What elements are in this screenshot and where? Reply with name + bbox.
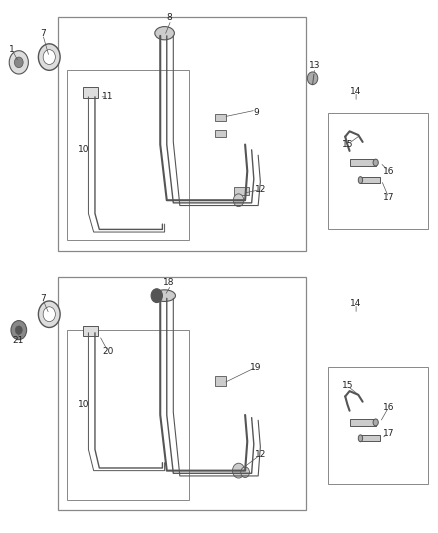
Text: 12: 12 xyxy=(254,185,266,194)
Bar xyxy=(58,17,306,251)
Bar xyxy=(67,330,188,500)
Circle shape xyxy=(241,467,250,478)
Text: 19: 19 xyxy=(250,363,262,372)
Circle shape xyxy=(14,57,23,68)
Bar xyxy=(360,177,380,183)
Circle shape xyxy=(43,307,55,321)
Bar xyxy=(58,277,306,511)
Circle shape xyxy=(15,326,22,334)
Text: 15: 15 xyxy=(342,381,353,390)
Circle shape xyxy=(43,50,55,64)
Text: 8: 8 xyxy=(166,13,172,22)
Circle shape xyxy=(233,463,245,478)
Ellipse shape xyxy=(155,27,174,40)
Circle shape xyxy=(9,51,28,74)
Bar xyxy=(328,367,428,484)
Bar xyxy=(215,376,226,386)
Bar xyxy=(360,435,380,441)
Bar xyxy=(83,87,99,98)
Text: 9: 9 xyxy=(253,108,259,117)
Ellipse shape xyxy=(373,159,378,166)
Text: 7: 7 xyxy=(40,29,46,38)
Ellipse shape xyxy=(373,419,378,426)
Text: 16: 16 xyxy=(383,166,395,175)
Text: 1: 1 xyxy=(9,45,15,54)
Text: 18: 18 xyxy=(163,278,175,287)
Circle shape xyxy=(11,320,27,340)
Text: 20: 20 xyxy=(102,347,114,356)
Text: 10: 10 xyxy=(78,400,90,409)
Bar xyxy=(215,130,226,136)
Text: 14: 14 xyxy=(350,87,362,96)
Text: 12: 12 xyxy=(254,450,266,459)
Circle shape xyxy=(233,194,244,207)
Ellipse shape xyxy=(154,290,176,302)
Bar xyxy=(350,419,376,425)
Circle shape xyxy=(151,289,162,303)
Text: 15: 15 xyxy=(342,140,353,149)
Text: 21: 21 xyxy=(12,336,24,345)
Ellipse shape xyxy=(358,435,363,442)
Text: 17: 17 xyxy=(383,429,395,438)
Bar xyxy=(83,326,99,336)
Circle shape xyxy=(39,44,60,70)
Bar xyxy=(328,113,428,229)
Bar xyxy=(215,114,226,120)
Text: 16: 16 xyxy=(383,402,395,411)
Circle shape xyxy=(39,301,60,327)
Bar xyxy=(234,187,250,195)
Text: 10: 10 xyxy=(78,146,90,155)
Circle shape xyxy=(307,72,318,85)
Text: 13: 13 xyxy=(309,61,321,69)
Text: 7: 7 xyxy=(40,294,46,303)
Text: 17: 17 xyxy=(383,193,395,202)
Bar xyxy=(350,159,376,166)
Ellipse shape xyxy=(358,176,363,183)
Text: 14: 14 xyxy=(350,299,362,308)
Bar xyxy=(67,70,188,240)
Text: 11: 11 xyxy=(102,92,114,101)
